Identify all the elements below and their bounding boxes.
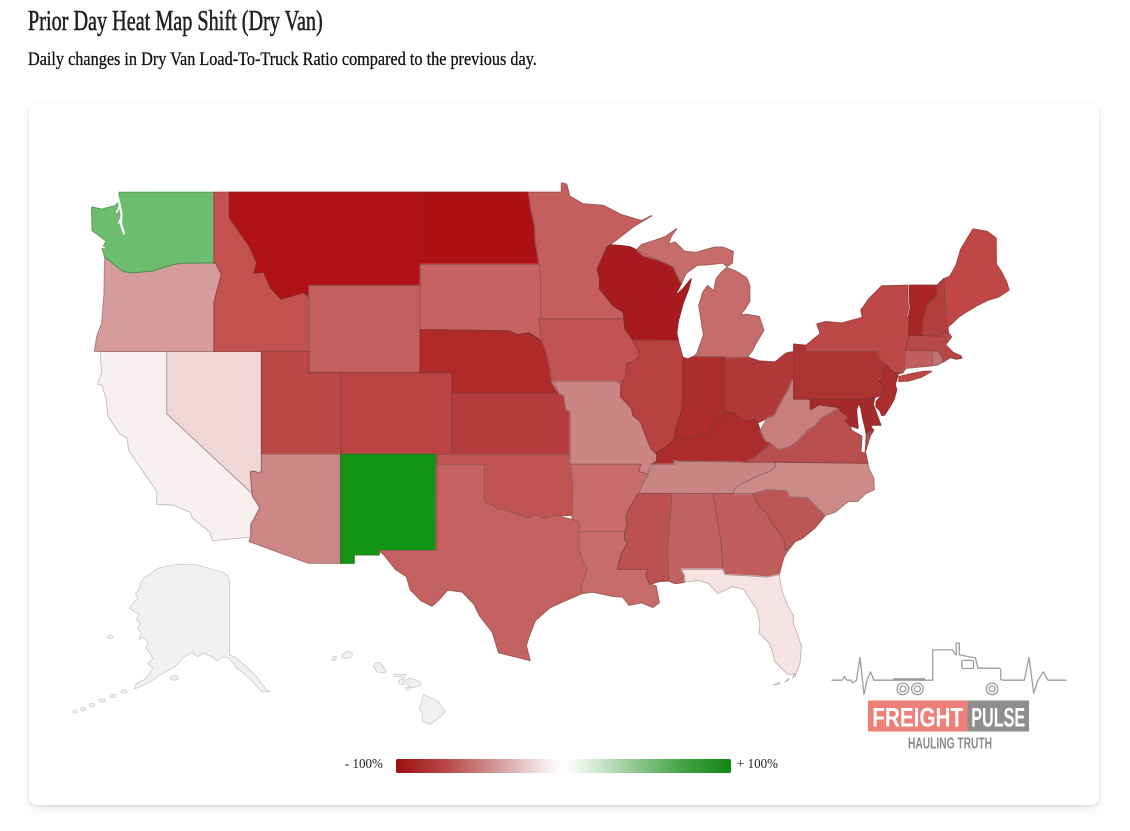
svg-text:PULSE: PULSE xyxy=(971,703,1025,733)
svg-text:FREIGHT: FREIGHT xyxy=(872,703,963,733)
svg-text:HAULING TRUTH: HAULING TRUTH xyxy=(908,736,992,753)
